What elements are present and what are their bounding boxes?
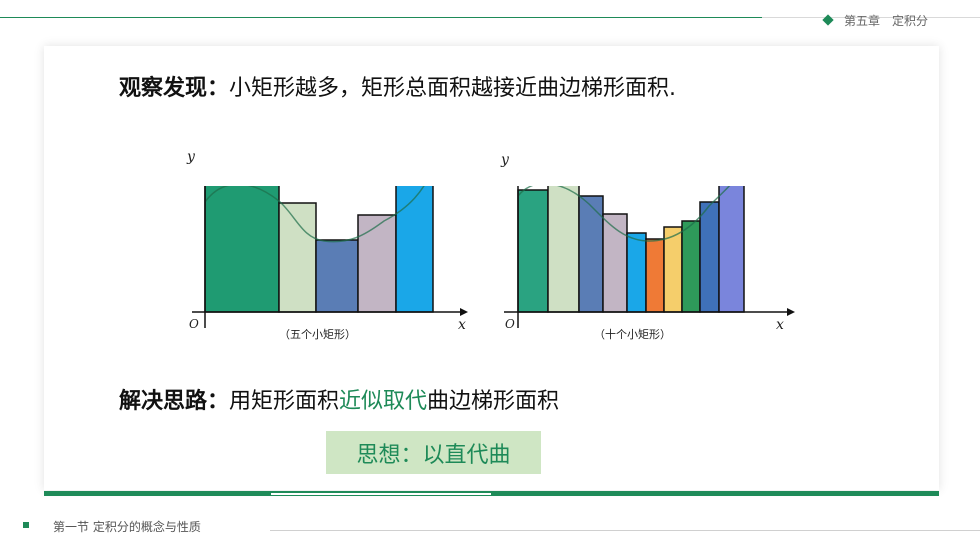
observation-text: 观察发现：小矩形越多，矩形总面积越接近曲边梯形面积.	[119, 70, 676, 102]
ten-bar-7	[663, 226, 683, 313]
five-x-label: x	[458, 317, 466, 333]
ten-bar-1	[517, 189, 549, 313]
ten-origin-label: O	[505, 317, 515, 331]
five-caption: （五个小矩形）	[279, 328, 356, 341]
ten-rectangles-figure	[504, 186, 795, 328]
five-bar-2	[278, 202, 317, 313]
solution-pre: 用矩形面积	[229, 389, 340, 414]
solution-post: 曲边梯形面积	[427, 389, 560, 414]
five-bar-1	[204, 186, 280, 313]
ten-x-arrow	[787, 308, 795, 316]
ten-x-label: x	[776, 317, 784, 333]
observation-label: 观察发现：	[119, 76, 230, 101]
ten-bar-2	[547, 186, 580, 313]
square-icon	[23, 522, 29, 528]
solution-label: 解决思路：	[119, 389, 230, 414]
ten-curve	[517, 186, 731, 242]
five-bar-4	[357, 214, 397, 313]
five-bar-5	[395, 186, 434, 313]
header-rule	[0, 17, 762, 18]
ten-bar-10	[718, 186, 745, 313]
solution-text: 解决思路：用矩形面积近似取代曲边梯形面积	[119, 383, 559, 415]
five-x-arrow	[460, 308, 468, 316]
solution-highlight: 近似取代	[339, 389, 428, 414]
ten-bar-9	[699, 201, 720, 313]
ten-y-label: y	[501, 152, 509, 168]
ten-bar-5	[626, 232, 647, 313]
idea-badge: 思想：以直代曲	[326, 431, 541, 474]
ten-caption: （十个小矩形）	[594, 328, 671, 341]
chapter-label: 第五章 定积分	[843, 13, 928, 28]
ten-bar-6	[645, 238, 665, 313]
ten-bar-3	[578, 195, 604, 313]
observation-body: 小矩形越多，矩形总面积越接近曲边梯形面积.	[229, 76, 677, 101]
chapter-title: 第五章 定积分	[822, 11, 928, 29]
content-card: 观察发现：小矩形越多，矩形总面积越接近曲边梯形面积. y x O （五个小矩形）	[44, 46, 939, 490]
footer-rule	[270, 530, 980, 531]
five-y-label: y	[187, 149, 195, 165]
five-curve	[204, 186, 425, 243]
diamond-icon	[822, 14, 834, 26]
ten-bars	[517, 186, 745, 313]
five-origin-label: O	[189, 317, 199, 331]
bottom-accent-bar	[44, 491, 939, 496]
section-title: 第一节 定积分的概念与性质	[53, 520, 201, 534]
header-rule-faint	[762, 17, 980, 18]
bottom-accent-gap	[271, 493, 491, 495]
five-bar-3	[315, 239, 359, 313]
five-bars	[204, 186, 434, 313]
ten-bar-8	[681, 220, 701, 313]
five-rectangles-figure	[192, 186, 468, 328]
